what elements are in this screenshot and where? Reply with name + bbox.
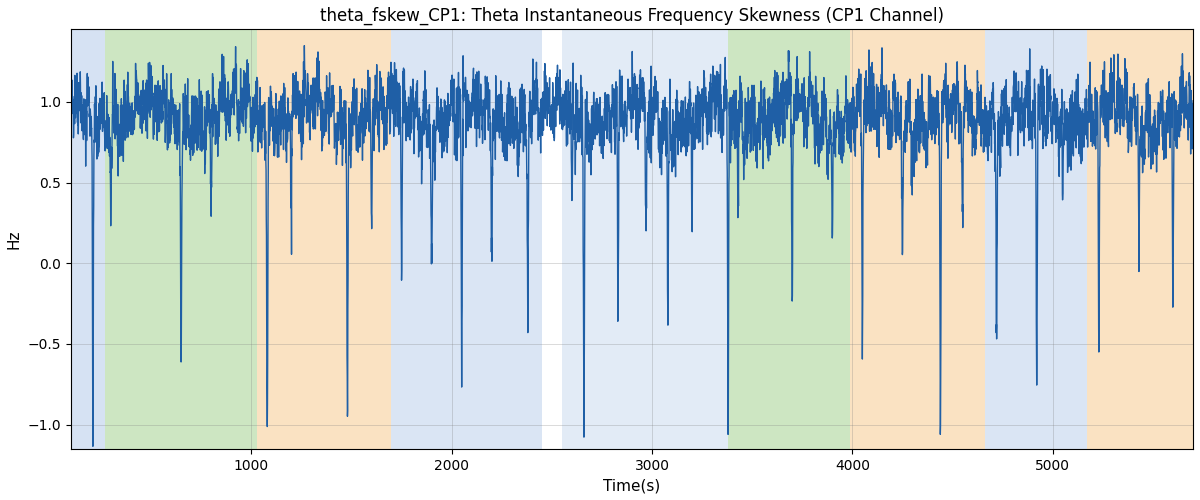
Title: theta_fskew_CP1: Theta Instantaneous Frequency Skewness (CP1 Channel): theta_fskew_CP1: Theta Instantaneous Fre… (320, 7, 944, 25)
X-axis label: Time(s): Time(s) (604, 478, 660, 493)
Y-axis label: Hz: Hz (7, 230, 22, 249)
Bar (985, 30, 1087, 449)
Bar (104, 30, 257, 449)
Bar (71, 30, 104, 449)
Bar (391, 30, 541, 449)
Bar (851, 30, 985, 449)
Bar (1087, 30, 1193, 449)
Bar (562, 30, 728, 449)
Bar (257, 30, 391, 449)
Bar (728, 30, 851, 449)
